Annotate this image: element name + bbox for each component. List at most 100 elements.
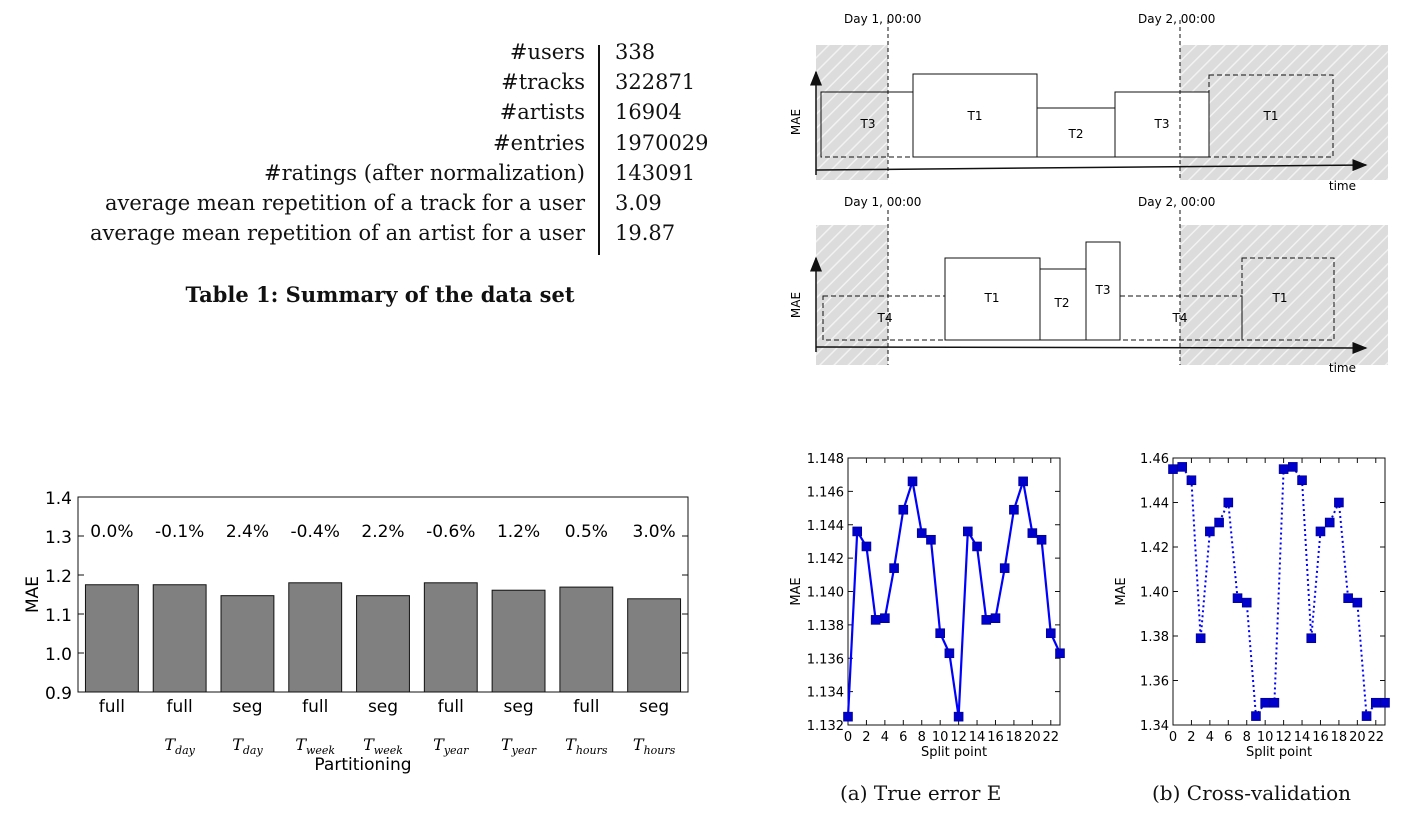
bar-data-label: 2.2% (361, 522, 404, 542)
bar-subscript-label: Tyear (501, 735, 537, 757)
bar-category-label: seg (504, 697, 534, 717)
line-plot-frame (1172, 457, 1386, 726)
line-point (1334, 497, 1344, 508)
line-point (1269, 697, 1280, 708)
line-xtick-label: 14 (969, 730, 986, 745)
line-point (1195, 633, 1206, 644)
bar-subscript-main: T (363, 735, 375, 754)
line-point (1370, 697, 1381, 708)
line-xtick-label: 16 (987, 730, 1004, 745)
line-ytick-label: 1.36 (1140, 675, 1169, 690)
line-point (1361, 711, 1372, 721)
timeline-top-seg-2: T2 (1068, 127, 1084, 141)
bar-ytick-label: 1.1 (45, 606, 72, 626)
line-point (1009, 504, 1019, 515)
line-point (1168, 464, 1178, 474)
line-point (1297, 475, 1307, 486)
line-point (870, 615, 881, 625)
timeline-top-ylabel: MAE (789, 109, 803, 135)
line-xtick-label: 4 (881, 730, 889, 745)
line-point (1380, 697, 1390, 708)
bar-subscript-main: T (295, 735, 307, 754)
bar-subscript-sub: hours (644, 744, 676, 757)
line-ytick-label: 1.38 (1140, 630, 1169, 645)
table-row: #artists 16904 (0, 100, 720, 130)
line-xtick-label: 6 (1224, 730, 1232, 745)
bar-ytick-label: 0.9 (45, 684, 72, 704)
line-point (963, 526, 973, 537)
bar (627, 598, 682, 693)
line-point (999, 563, 1010, 573)
line-series (843, 476, 1065, 722)
line-point (1306, 633, 1317, 644)
line-xtick-label: 18 (1006, 730, 1023, 745)
line-point (1352, 597, 1363, 608)
bar-subscript-sub: year (511, 744, 537, 757)
line-ytick-label: 1.46 (1140, 452, 1169, 467)
line-ytick-label: 1.140 (807, 586, 844, 601)
table-row-label: #users (509, 40, 585, 64)
bar (152, 584, 207, 693)
timeline-top-xlabel: time (1329, 179, 1356, 193)
bar-ytick-label: 1.2 (45, 567, 72, 587)
bar-category-label: full (573, 697, 599, 717)
bar-subscript-label: Thours (565, 735, 608, 757)
line-xtick-label: 22 (1368, 730, 1385, 745)
bar (84, 584, 139, 693)
line-point (981, 615, 992, 625)
table-row-label: #artists (499, 100, 585, 125)
line-point (1177, 462, 1188, 472)
line-ytick-label: 1.134 (807, 686, 844, 701)
table-row-label: average mean repetition of a track for a… (104, 191, 585, 215)
line-point (1214, 517, 1224, 528)
bar-category-label: full (302, 697, 328, 717)
bar (559, 586, 614, 693)
bar-data-label: -0.1% (155, 522, 204, 542)
line-point (1055, 648, 1065, 659)
line-xtick-label: 2 (862, 730, 870, 745)
line-point (1343, 593, 1353, 603)
line-xtick-label: 10 (932, 730, 949, 745)
line-chart-cross-validation: 1.341.361.381.401.421.441.460 2 4 6 8 10 12 14 1… (1114, 452, 1390, 760)
table-row-value: 322871 (615, 70, 696, 95)
bar-subscript-label: Tday (164, 735, 195, 757)
bar-ytick-label: 1.0 (45, 645, 72, 665)
line-point (907, 476, 918, 487)
line-series (1168, 462, 1390, 721)
table-caption: Table 1: Summary of the data set (185, 282, 575, 307)
timeline-top-seg-4: T1 (1263, 109, 1279, 123)
bar-subscript-label: Tweek (363, 735, 403, 757)
line-ytick-label: 1.136 (807, 652, 844, 667)
timeline-bottom-day2: Day 2, 00:00 (1138, 195, 1215, 209)
line-ylabel: MAE (789, 577, 804, 605)
bar-subscript-main: T (164, 735, 176, 754)
bar-subscript-label: Tyear (433, 735, 469, 757)
line-point (1241, 597, 1252, 608)
bar (491, 589, 546, 693)
bar-subscript-label: Tday (232, 735, 263, 757)
line-xtick-label: 0 (844, 730, 852, 745)
bar-data-label: 3.0% (633, 522, 676, 542)
bar-subscript-label: Thours (633, 735, 676, 757)
line-xlabel: Split point (921, 745, 987, 760)
timeline-bottom-seg-0: T4 (877, 311, 893, 325)
line-point (935, 628, 945, 639)
table-row: average mean repetition of a track for a… (0, 191, 720, 221)
bar-ytick-label: 1.4 (45, 489, 72, 509)
table-row: #users 338 (0, 40, 720, 70)
line-point (1186, 475, 1197, 486)
bar (423, 582, 478, 693)
table-row-value: 3.09 (615, 191, 662, 215)
line-point (1278, 464, 1289, 474)
line-point (861, 541, 872, 552)
bar-category-label: full (99, 697, 125, 717)
bar-data-label: 0.0% (90, 522, 133, 542)
line-point (1324, 517, 1335, 528)
timeline-bottom-xlabel: time (1329, 361, 1356, 375)
bar-data-label: 0.5% (565, 522, 608, 542)
line-ytick-label: 1.148 (807, 452, 844, 467)
bar-subscript-label: Tweek (295, 735, 335, 757)
line-ytick-label: 1.138 (807, 619, 844, 634)
line-xtick-label: 18 (1331, 730, 1348, 745)
bar-data-label: -0.6% (426, 522, 475, 542)
